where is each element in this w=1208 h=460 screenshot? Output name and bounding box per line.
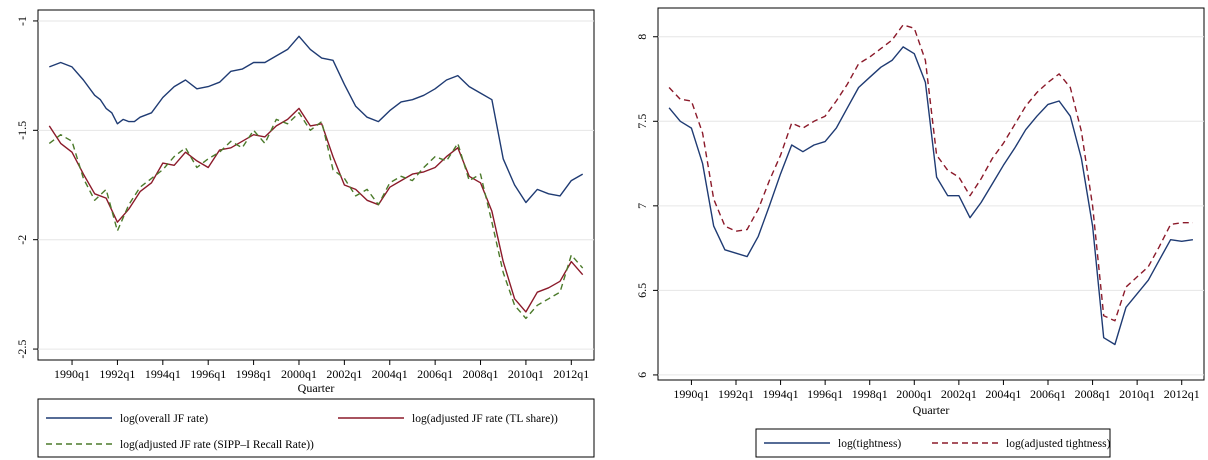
x-tick-label: 2004q1	[372, 367, 408, 381]
left-x-ticks: 1990q1 1992q1 1994q1 1996q1 1998q1 2000q1 2002…	[54, 360, 589, 381]
x-tick-label: 2006q1	[1030, 387, 1066, 401]
y-tick-label: -2.5	[15, 340, 29, 359]
left-gridlines	[38, 20, 594, 350]
legend-label-adjusted-tightness: log(adjusted tightness)	[1006, 438, 1111, 450]
x-tick-label: 2002q1	[941, 387, 977, 401]
x-tick-label: 1992q1	[718, 387, 754, 401]
right-plot-frame	[657, 7, 1205, 381]
left-y-ticks: -1 -1.5 -2 -2.5	[15, 16, 38, 359]
legend-label-adjusted-jf-sipp: log(adjusted JF rate (SIPP–I Recall Rate…	[120, 439, 314, 451]
x-tick-label: 1998q1	[852, 387, 888, 401]
x-tick-label: 1990q1	[673, 387, 709, 401]
legend-label-tightness: log(tightness)	[838, 438, 901, 450]
right-y-ticks: 8 7.5 7 6.5 6	[635, 34, 658, 378]
x-tick-label: 2012q1	[1164, 387, 1200, 401]
left-chart: -1-1.5-2-2.5 1990q1 1992q1 1994q1 1996q1 199…	[15, 9, 595, 458]
left-x-axis-title: Quarter	[298, 381, 335, 395]
y-tick-label: -2	[15, 235, 29, 245]
y-tick-label: 7.5	[635, 114, 649, 129]
legend-label-adjusted-jf-tl: log(adjusted JF rate (TL share))	[412, 413, 558, 425]
left-legend-box	[37, 398, 595, 458]
left-plot-frame	[37, 9, 595, 361]
x-tick-label: 2000q1	[896, 387, 932, 401]
x-tick-label: 1990q1	[54, 367, 90, 381]
right-chart: 8 7.5 7 6.5 6 1990q1 1992q1 1994q1 1996q1 1998q1…	[635, 7, 1205, 458]
x-tick-label: 1996q1	[190, 367, 226, 381]
x-tick-label: 1994q1	[145, 367, 181, 381]
series-line-tightness	[668, 46, 1193, 346]
x-tick-label: 2010q1	[1119, 387, 1155, 401]
x-tick-label: 1996q1	[807, 387, 843, 401]
legend-label-overall-jf: log(overall JF rate)	[120, 413, 208, 425]
series-line-adjusted-tightness	[668, 24, 1193, 322]
x-tick-label: 2004q1	[985, 387, 1021, 401]
x-tick-label: 2002q1	[326, 367, 362, 381]
x-tick-label: 2008q1	[1075, 387, 1111, 401]
right-x-axis-title: Quarter	[913, 403, 950, 417]
right-series-lines	[668, 24, 1193, 346]
left-series-lines	[48, 35, 584, 320]
series-line-adjusted-jf-sipp	[48, 112, 584, 320]
x-tick-label: 1992q1	[99, 367, 135, 381]
x-tick-label: 2000q1	[281, 367, 317, 381]
x-tick-label: 1998q1	[236, 367, 272, 381]
y-tick-label: 6.5	[635, 283, 649, 298]
x-tick-label: 2008q1	[463, 367, 499, 381]
series-line-overall-jf	[49, 35, 584, 204]
y-tick-label: -1	[15, 16, 29, 26]
x-tick-label: 2012q1	[553, 367, 589, 381]
y-tick-label: 7	[635, 203, 649, 209]
right-gridlines	[658, 36, 1204, 376]
y-tick-label: -1.5	[15, 121, 29, 140]
series-line-adjusted-jf-tl	[48, 107, 584, 313]
x-tick-label: 2006q1	[417, 367, 453, 381]
x-tick-label: 1994q1	[763, 387, 799, 401]
right-x-ticks: 1990q1 1992q1 1994q1 1996q1 1998q1 2000q1 2002…	[673, 380, 1200, 401]
x-tick-label: 2010q1	[508, 367, 544, 381]
y-tick-label: 8	[635, 34, 649, 40]
y-tick-label: 6	[635, 372, 649, 378]
